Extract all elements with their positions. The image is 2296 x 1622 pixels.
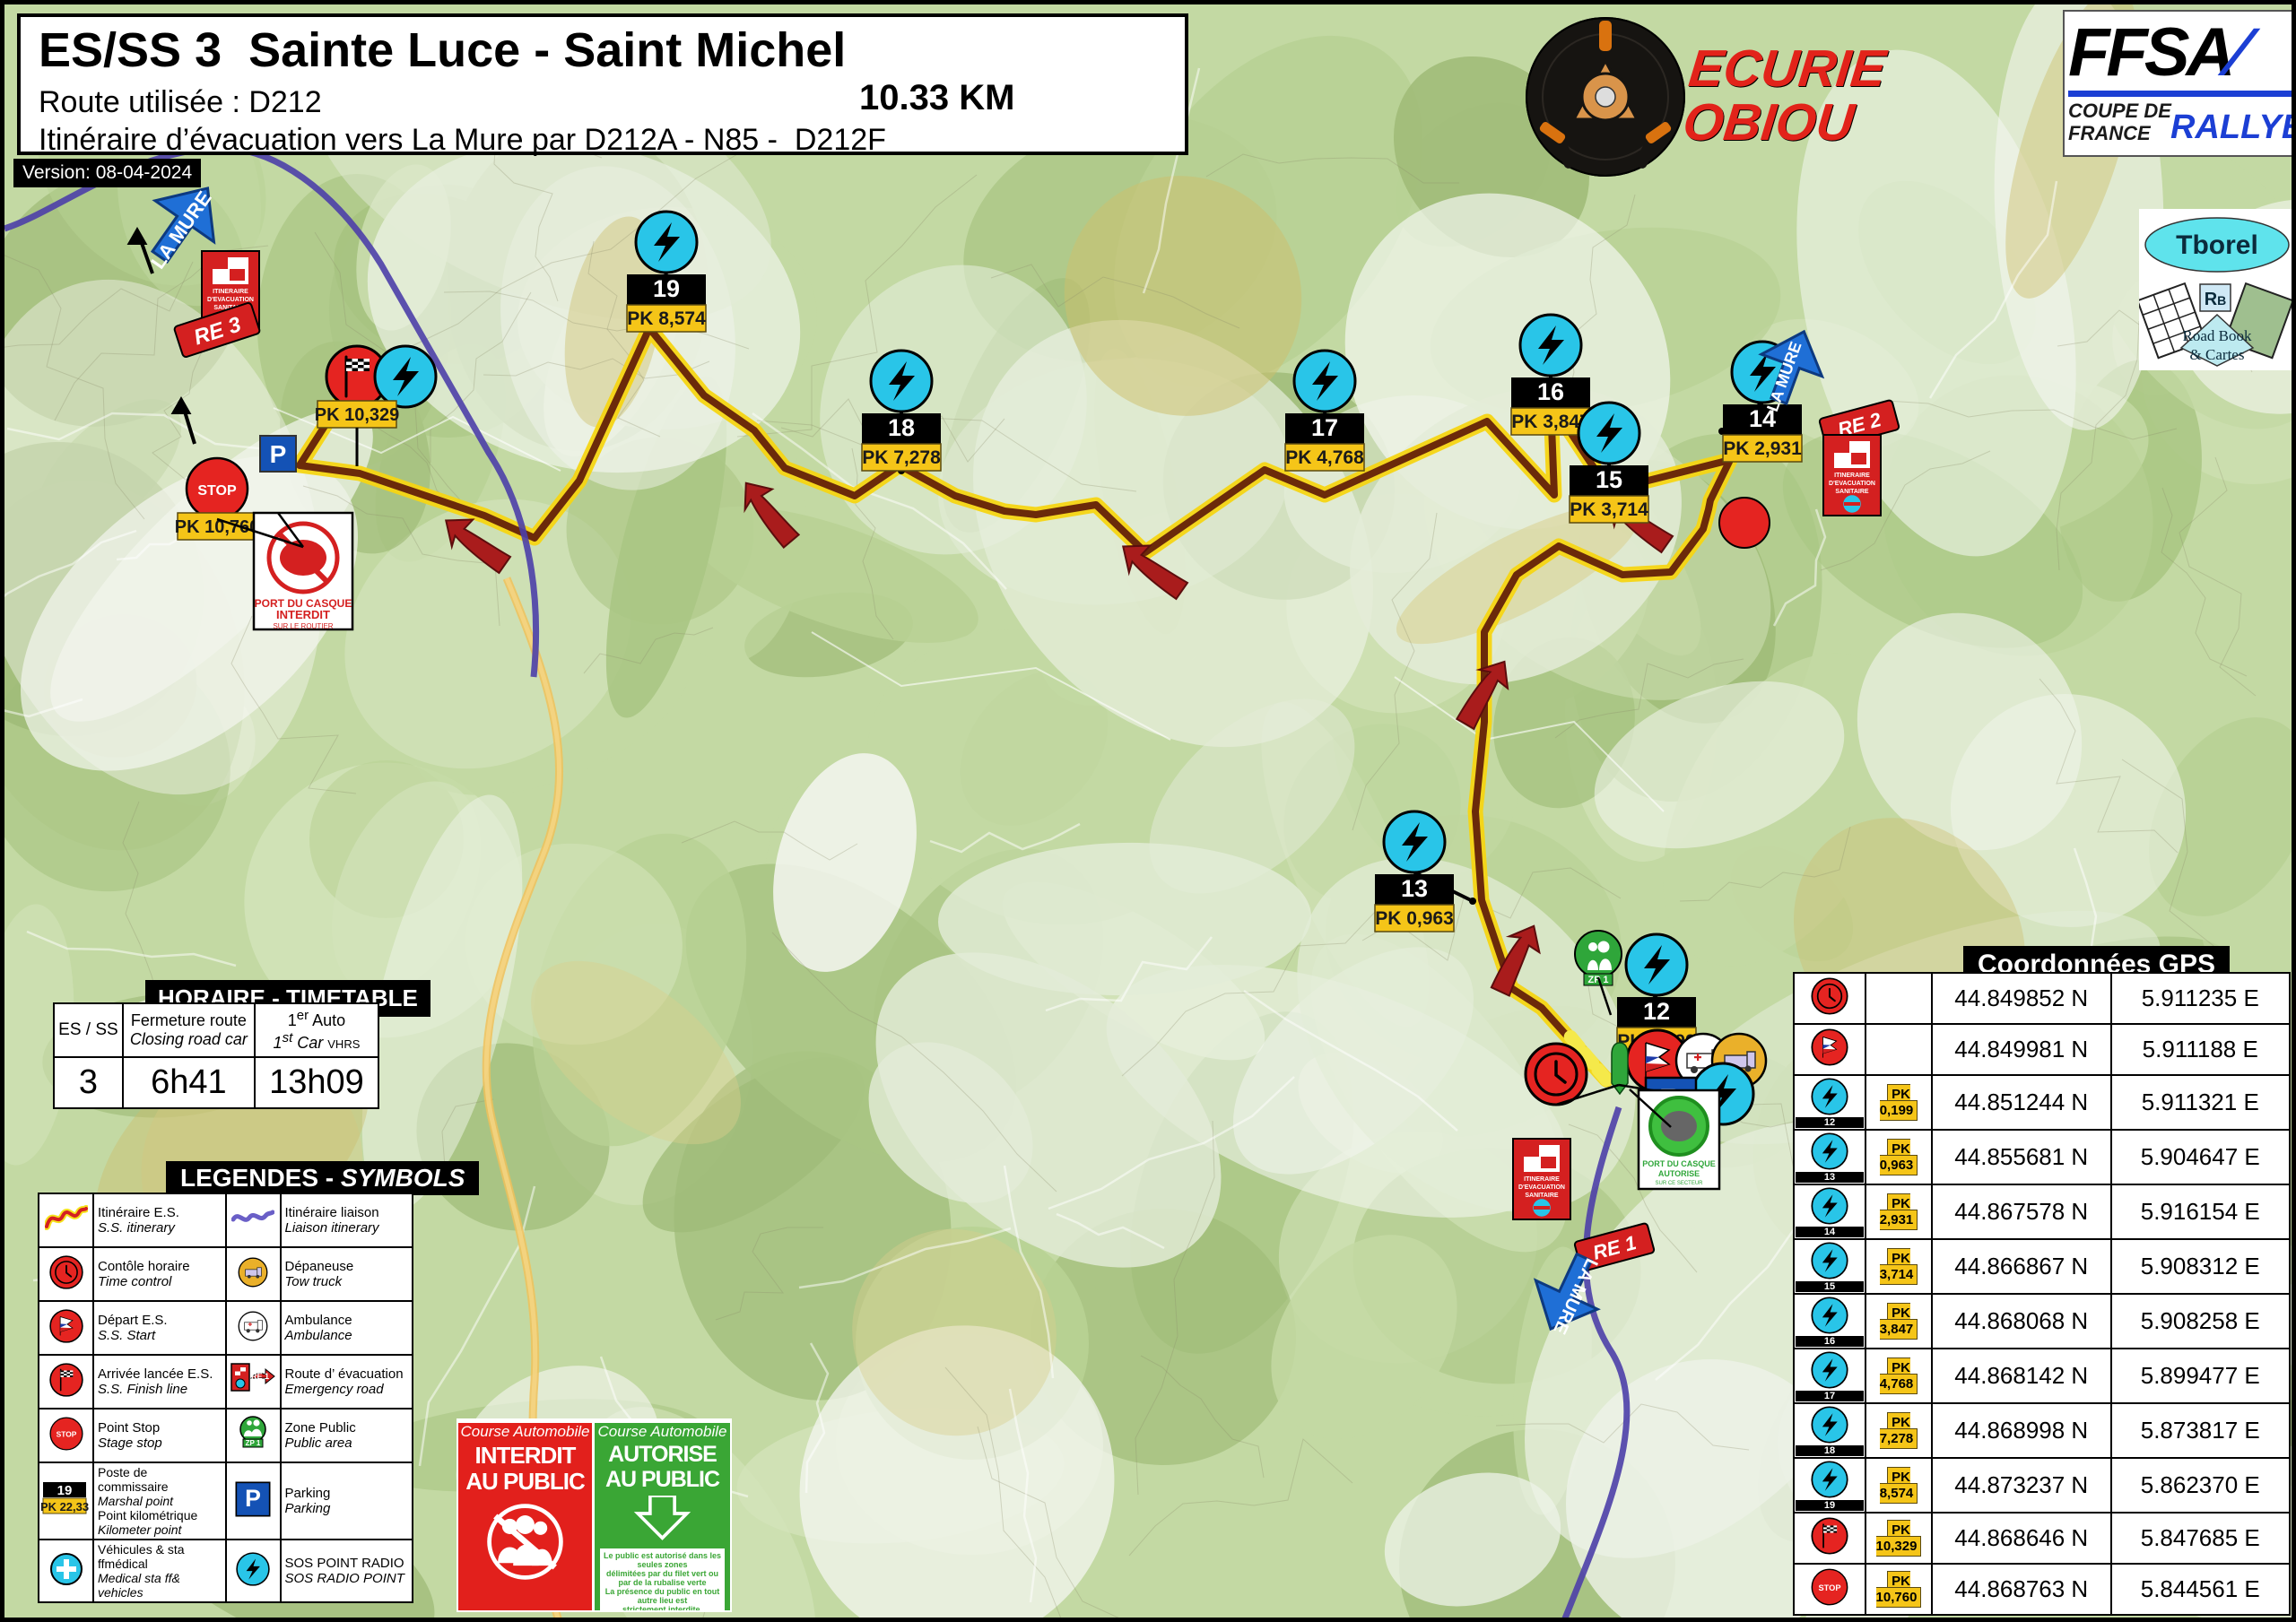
svg-text:D'EVACUATION: D'EVACUATION xyxy=(1829,481,1875,487)
svg-text:ITINERAIRE: ITINERAIRE xyxy=(1834,473,1870,479)
